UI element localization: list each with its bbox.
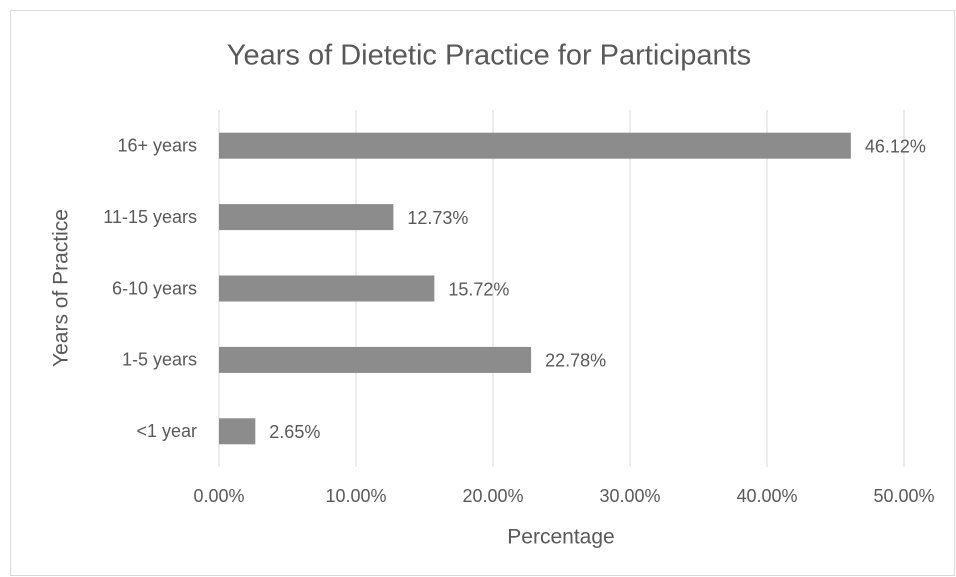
x-tick-label: 40.00%: [736, 486, 797, 506]
x-tick-label: 20.00%: [462, 486, 523, 506]
data-label: 2.65%: [269, 422, 320, 442]
x-tick-label: 0.00%: [193, 486, 244, 506]
chart-title: Years of Dietetic Practice for Participa…: [227, 40, 751, 72]
data-label: 15.72%: [448, 279, 509, 299]
y-tick-label: 11-15 years: [103, 207, 197, 227]
y-axis-label: Years of Practice: [50, 209, 73, 367]
x-tick-label: 30.00%: [599, 486, 660, 506]
bar: [219, 204, 394, 231]
x-axis-label: Percentage: [507, 526, 614, 549]
chart-frame: [10, 10, 955, 576]
bar: [219, 346, 532, 373]
y-tick-label: <1 year: [136, 421, 197, 441]
bar: [219, 275, 435, 302]
y-tick-label: 16+ years: [117, 135, 197, 155]
bar: [219, 418, 256, 445]
y-tick-label: 1-5 years: [122, 350, 197, 370]
data-label: 22.78%: [545, 351, 606, 371]
bar: [219, 132, 851, 159]
y-tick-label: 6-10 years: [112, 278, 197, 298]
x-tick-label: 10.00%: [325, 486, 386, 506]
x-tick-label: 50.00%: [873, 486, 934, 506]
data-label: 12.73%: [407, 208, 468, 228]
data-label: 46.12%: [865, 136, 926, 156]
